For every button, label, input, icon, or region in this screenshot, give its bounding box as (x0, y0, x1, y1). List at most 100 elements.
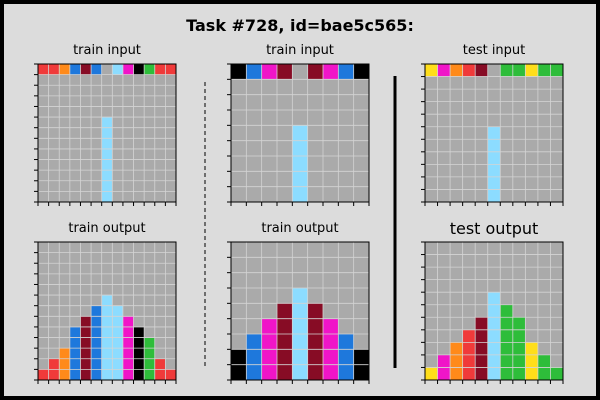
grid-cell (48, 159, 60, 171)
grid-cell (80, 117, 92, 128)
grid-cell (112, 74, 124, 86)
grid-cell (154, 64, 166, 75)
grid-cell (122, 284, 134, 296)
grid-cell (292, 349, 308, 365)
grid-cell (91, 148, 102, 160)
grid-cell (437, 164, 451, 178)
grid-cell (550, 151, 564, 165)
grid-cell (338, 272, 354, 289)
grid-cell (154, 295, 166, 306)
grid-cell (277, 272, 293, 289)
grid-cell (261, 334, 278, 350)
grid-cell (512, 267, 526, 280)
grid-cell (307, 140, 324, 157)
grid-cell (537, 242, 551, 255)
grid-cell (292, 272, 308, 289)
grid-cell (122, 242, 134, 253)
grid-cell (475, 89, 489, 102)
grid-border (37, 63, 177, 203)
grid-cell (550, 64, 564, 77)
grid-cell (101, 316, 113, 328)
grid-cell (38, 148, 49, 160)
grid-cell (144, 106, 156, 118)
grid-cell (48, 273, 60, 285)
grid-cell (550, 254, 564, 268)
grid-cell (338, 364, 354, 381)
grid-cell (133, 284, 145, 296)
grid-cell (101, 358, 113, 370)
grid-cell (537, 367, 551, 381)
grid-cell (475, 267, 489, 280)
grid-cell (133, 191, 145, 203)
grid-cell (101, 273, 113, 285)
grid-cell (512, 164, 526, 178)
grid-cell (80, 305, 92, 317)
grid-cell (261, 349, 278, 365)
grid-cell (450, 64, 463, 77)
grid-cell (353, 257, 370, 273)
grid-cell (425, 139, 438, 153)
grid-cell (112, 117, 124, 128)
grid-cell (261, 156, 278, 172)
grid-cell (91, 159, 102, 171)
grid-cell (338, 140, 354, 157)
grid-cell (154, 337, 166, 349)
grid-cell (246, 64, 262, 80)
grid-cell (450, 76, 463, 90)
grid-cell (462, 242, 476, 255)
grid-cell (475, 342, 489, 356)
grid-cell (122, 180, 134, 192)
grid-cell (537, 164, 551, 178)
grid-cell (112, 263, 124, 275)
grid-cell (144, 180, 156, 192)
grid-cell (112, 326, 124, 338)
grid-cell (450, 317, 463, 331)
grid-cell (69, 242, 81, 253)
grid-cell (80, 74, 92, 86)
grid-cell (500, 342, 514, 356)
grid-cell (69, 148, 81, 160)
grid-cell (292, 334, 308, 350)
grid-cell (525, 139, 539, 153)
grid-cell (353, 186, 370, 203)
grid-cell (338, 79, 354, 95)
grid-cell (525, 317, 539, 331)
grid-panel-4 (34, 241, 177, 384)
grid-cell (144, 117, 156, 128)
grid-cell (425, 64, 438, 77)
panel-title-3: test input (462, 43, 526, 58)
grid-cell (323, 64, 339, 80)
grid-cell (91, 127, 102, 139)
grid-cell (246, 272, 262, 289)
grid-cell (165, 159, 177, 171)
grid-cell (48, 117, 60, 128)
grid-cell (261, 242, 278, 258)
grid-cell (69, 284, 81, 296)
grid-cell (59, 252, 71, 264)
grid-cell (133, 85, 145, 97)
grid-cell (261, 257, 278, 273)
grid-cell (48, 191, 60, 203)
grid-cell (261, 79, 278, 95)
grid-cell (323, 288, 339, 304)
grid-cell (69, 106, 81, 118)
grid-border (424, 241, 564, 381)
grid-cell (537, 139, 551, 153)
grid-cell (353, 364, 370, 381)
grid-cell (69, 337, 81, 349)
grid-cell (537, 292, 551, 306)
grid-cell (80, 284, 92, 296)
grid-cell (487, 254, 501, 268)
grid-cell (48, 295, 60, 306)
grid-cell (59, 85, 71, 97)
grid-cell (307, 242, 324, 258)
grid-cell (48, 95, 60, 107)
grid-border (230, 241, 370, 381)
grid-cell (122, 85, 134, 97)
grid-cell (91, 170, 102, 182)
grid-cell (144, 242, 156, 253)
grid-cell (112, 159, 124, 171)
grid-cell (38, 295, 49, 306)
grid-cell (277, 64, 293, 80)
grid-cell (69, 263, 81, 275)
